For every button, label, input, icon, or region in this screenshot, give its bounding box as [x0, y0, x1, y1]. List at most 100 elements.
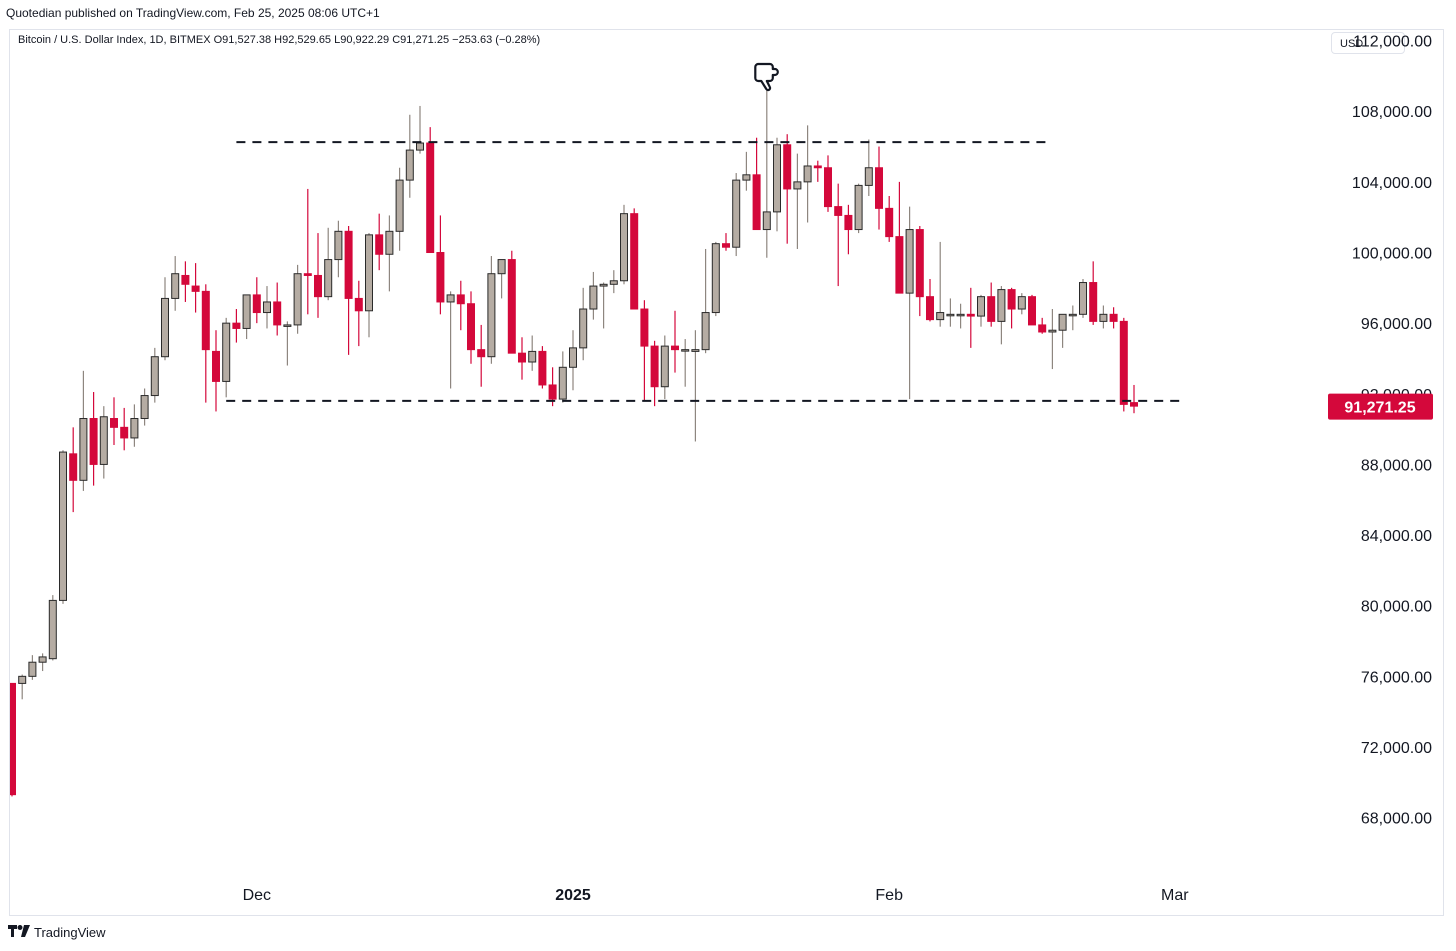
candle-body [538, 350, 547, 386]
candle-body [620, 213, 628, 282]
candle-body [824, 167, 832, 208]
candle-body [110, 418, 118, 428]
y-tick-label: 72,000.00 [1361, 740, 1432, 757]
candle-body [171, 273, 180, 299]
candle-body [140, 395, 149, 420]
candle-body [293, 273, 302, 326]
footer-brand: TradingView [34, 925, 106, 940]
pointing-hand-shape [754, 62, 779, 92]
candle-body [354, 297, 363, 312]
candle-body [895, 236, 904, 294]
candle-body [1017, 296, 1026, 310]
candle-body [1007, 289, 1016, 310]
candle-body [793, 181, 802, 190]
x-tick-label: 2025 [555, 887, 591, 904]
candle-body [711, 243, 720, 314]
y-tick-label: 84,000.00 [1361, 528, 1432, 545]
candle-body [99, 416, 108, 465]
candle-body [283, 324, 292, 327]
candle-body [201, 290, 210, 351]
candle-body [375, 234, 384, 255]
candle-body [446, 294, 455, 303]
candle-body [1038, 324, 1047, 333]
candle-body [344, 230, 353, 299]
candle-body [752, 174, 761, 231]
candle-body [303, 273, 312, 276]
candle-body [956, 313, 965, 317]
candle-body [477, 349, 486, 358]
candle-body [701, 312, 710, 351]
tradingview-logo-icon [8, 925, 30, 940]
x-tick-label: Dec [243, 887, 271, 904]
candle-body [569, 347, 577, 368]
y-tick-label: 96,000.00 [1361, 316, 1432, 333]
candle-body [1089, 282, 1098, 322]
candle-body [456, 294, 465, 305]
candle-body [436, 252, 445, 303]
candle-body [467, 303, 475, 351]
candle-body [977, 296, 985, 317]
candle-body [834, 206, 843, 216]
candle-body [579, 308, 588, 349]
candle-body [905, 229, 914, 294]
candle-body [926, 296, 934, 321]
candle-body [242, 294, 251, 329]
candle-body [507, 259, 516, 354]
candle-body [915, 229, 924, 298]
candle-body [813, 165, 822, 169]
candle-body [130, 418, 139, 439]
candle-body [1068, 313, 1077, 317]
x-tick-label: Mar [1161, 887, 1189, 904]
candle-body [395, 179, 404, 232]
footer: TradingView [8, 925, 106, 940]
candle-body [426, 142, 435, 254]
candle-body [252, 294, 261, 314]
candle-body [79, 418, 88, 481]
candle-body [1109, 313, 1118, 322]
candle-body [518, 352, 526, 363]
candle-body [497, 259, 506, 275]
y-tick-label: 108,000.00 [1352, 104, 1432, 121]
candle-body [548, 384, 557, 400]
candle-body [191, 285, 200, 292]
candle-body [681, 349, 690, 352]
candle-body [650, 345, 659, 388]
chart-frame [9, 29, 1444, 916]
candle-body [150, 356, 159, 397]
candle-body [660, 345, 669, 388]
candle-body [732, 179, 741, 248]
candle-body [1099, 313, 1108, 322]
candle-body [222, 322, 231, 382]
candle-body [161, 297, 169, 358]
candle-body [946, 313, 955, 317]
candle-body [10, 682, 16, 796]
currency-selector[interactable]: USD [1331, 32, 1405, 54]
last-price-badge [1328, 393, 1433, 420]
candle-body [334, 230, 343, 261]
candle-body [48, 599, 57, 660]
candle-body [273, 301, 282, 326]
candle-body [783, 144, 792, 190]
candle-body [844, 214, 853, 231]
candle-body [365, 234, 373, 312]
symbol-ohlc-line: Bitcoin / U.S. Dollar Index, 1D, BITMEX … [18, 34, 541, 46]
candle-body [599, 283, 608, 287]
candle-body [232, 322, 241, 329]
candle-body [263, 301, 271, 314]
candle-body [997, 289, 1006, 322]
candle-body [385, 230, 394, 255]
candle-body [1058, 313, 1067, 331]
candle-body [38, 656, 47, 663]
candle-body [416, 142, 424, 151]
candle-body [671, 345, 679, 351]
candle-body [803, 165, 812, 183]
candle-body [987, 296, 996, 322]
publisher-line: Quotedian published on TradingView.com, … [6, 6, 380, 20]
candle-body [558, 366, 567, 400]
candle-body [1048, 329, 1057, 333]
candle-body [18, 675, 27, 684]
y-tick-label: 112,000.00 [1353, 34, 1432, 51]
y-tick-label: 88,000.00 [1361, 457, 1432, 474]
candle-body [966, 313, 975, 317]
